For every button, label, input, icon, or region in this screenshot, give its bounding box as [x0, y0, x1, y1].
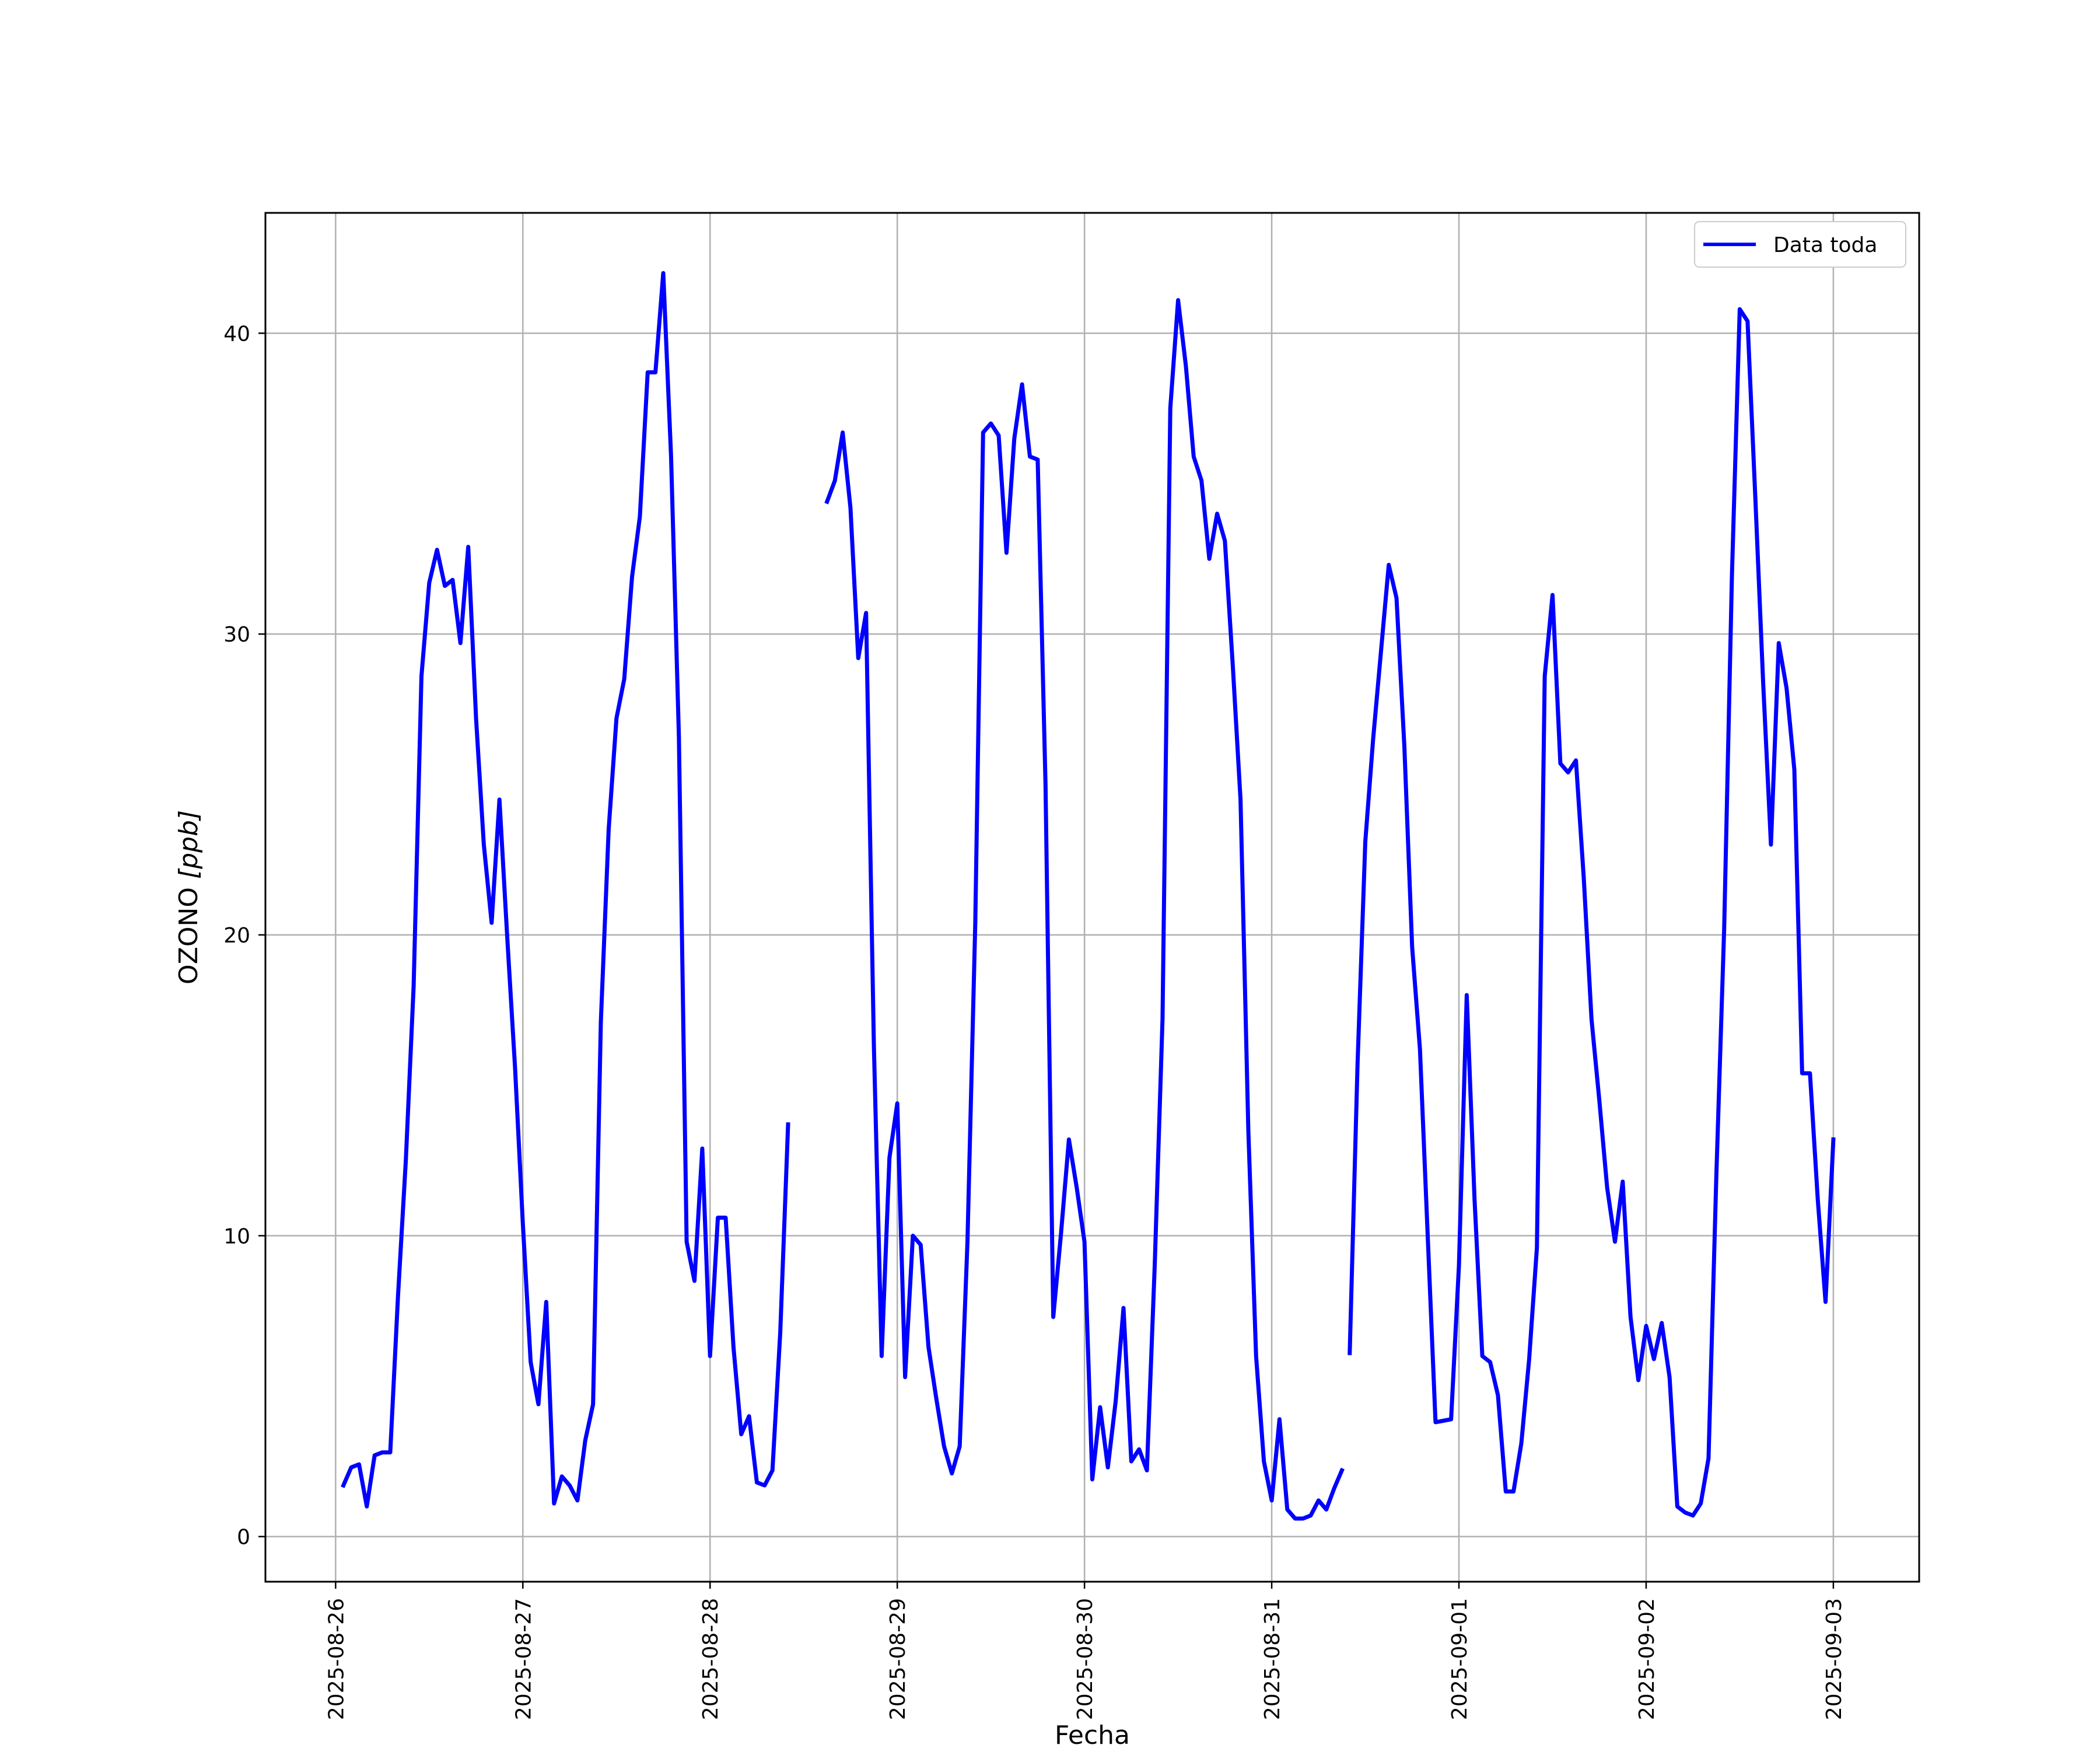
legend: Data toda	[1694, 221, 1906, 268]
y-axis-label-unit: [ppb]	[174, 810, 204, 879]
y-axis: 0 10 20 30 40	[223, 322, 265, 1550]
y-tick-label: 40	[223, 322, 250, 346]
legend-label-data-toda: Data toda	[1773, 233, 1877, 257]
x-tick-label: 2025-09-03	[1822, 1598, 1846, 1720]
series-line-data-toda	[341, 271, 790, 1509]
series-line-data-toda	[1348, 307, 1836, 1518]
y-tick-label: 30	[223, 623, 250, 647]
x-tick-label: 2025-08-29	[886, 1598, 910, 1720]
plot-area	[341, 271, 1836, 1521]
x-tick-label: 2025-08-30	[1073, 1598, 1097, 1720]
x-tick-label: 2025-09-02	[1635, 1598, 1659, 1720]
y-tick-label: 20	[223, 924, 250, 948]
legend-box	[1694, 221, 1906, 268]
x-tick-label: 2025-08-31	[1261, 1598, 1284, 1720]
x-tick-label: 2025-08-26	[324, 1598, 348, 1720]
series-line-data-toda	[824, 298, 1345, 1521]
x-tick-label: 2025-08-28	[699, 1598, 723, 1720]
y-tick-label: 0	[237, 1526, 250, 1550]
axes-frame	[264, 212, 1920, 1583]
x-tick-label: 2025-09-01	[1448, 1598, 1472, 1720]
x-axis: 2025-08-26 2025-08-27 2025-08-28 2025-08-29…	[324, 1582, 1846, 1720]
x-tick-label: 2025-08-27	[512, 1598, 536, 1720]
y-axis-label-main: OZONO	[174, 887, 204, 984]
grid-lines	[265, 213, 1919, 1582]
y-axis-label: OZONO [ppb]	[174, 810, 204, 984]
x-axis-label: Fecha	[1055, 1721, 1130, 1750]
y-tick-label: 10	[223, 1225, 250, 1249]
